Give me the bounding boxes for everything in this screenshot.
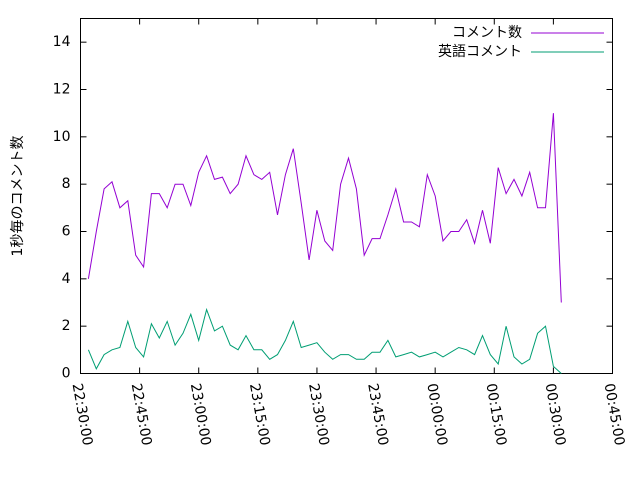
x-tick-label: 00:45:00 [601, 382, 628, 447]
x-tick-label: 00:00:00 [423, 382, 450, 447]
x-tick-label: 22:30:00 [69, 382, 96, 447]
y-tick-label: 12 [53, 82, 71, 98]
y-tick-label: 0 [62, 366, 71, 382]
y-tick-label: 4 [62, 271, 71, 287]
series-line [87, 113, 562, 303]
x-tick-label: 23:45:00 [364, 382, 391, 447]
y-tick-label: 6 [62, 224, 71, 240]
x-tick-label: 23:30:00 [305, 382, 332, 447]
x-tick-label: 00:30:00 [542, 382, 569, 447]
y-tick-label: 8 [62, 176, 71, 192]
y-tick-label: 2 [62, 318, 71, 334]
y-tick-label: 10 [53, 129, 71, 145]
x-tick-label: 22:45:00 [128, 382, 155, 447]
legend-label: 英語コメント [438, 43, 522, 60]
y-tick-label: 14 [53, 34, 71, 50]
y-axis-label: 1秒毎のコメント数 [10, 136, 26, 257]
series-line [87, 307, 562, 374]
x-tick-label: 00:15:00 [482, 382, 509, 447]
legend-label: コメント数 [452, 25, 522, 41]
plot-frame [80, 18, 613, 374]
x-tick-label: 23:15:00 [246, 382, 273, 447]
x-tick-label: 23:00:00 [187, 382, 214, 447]
